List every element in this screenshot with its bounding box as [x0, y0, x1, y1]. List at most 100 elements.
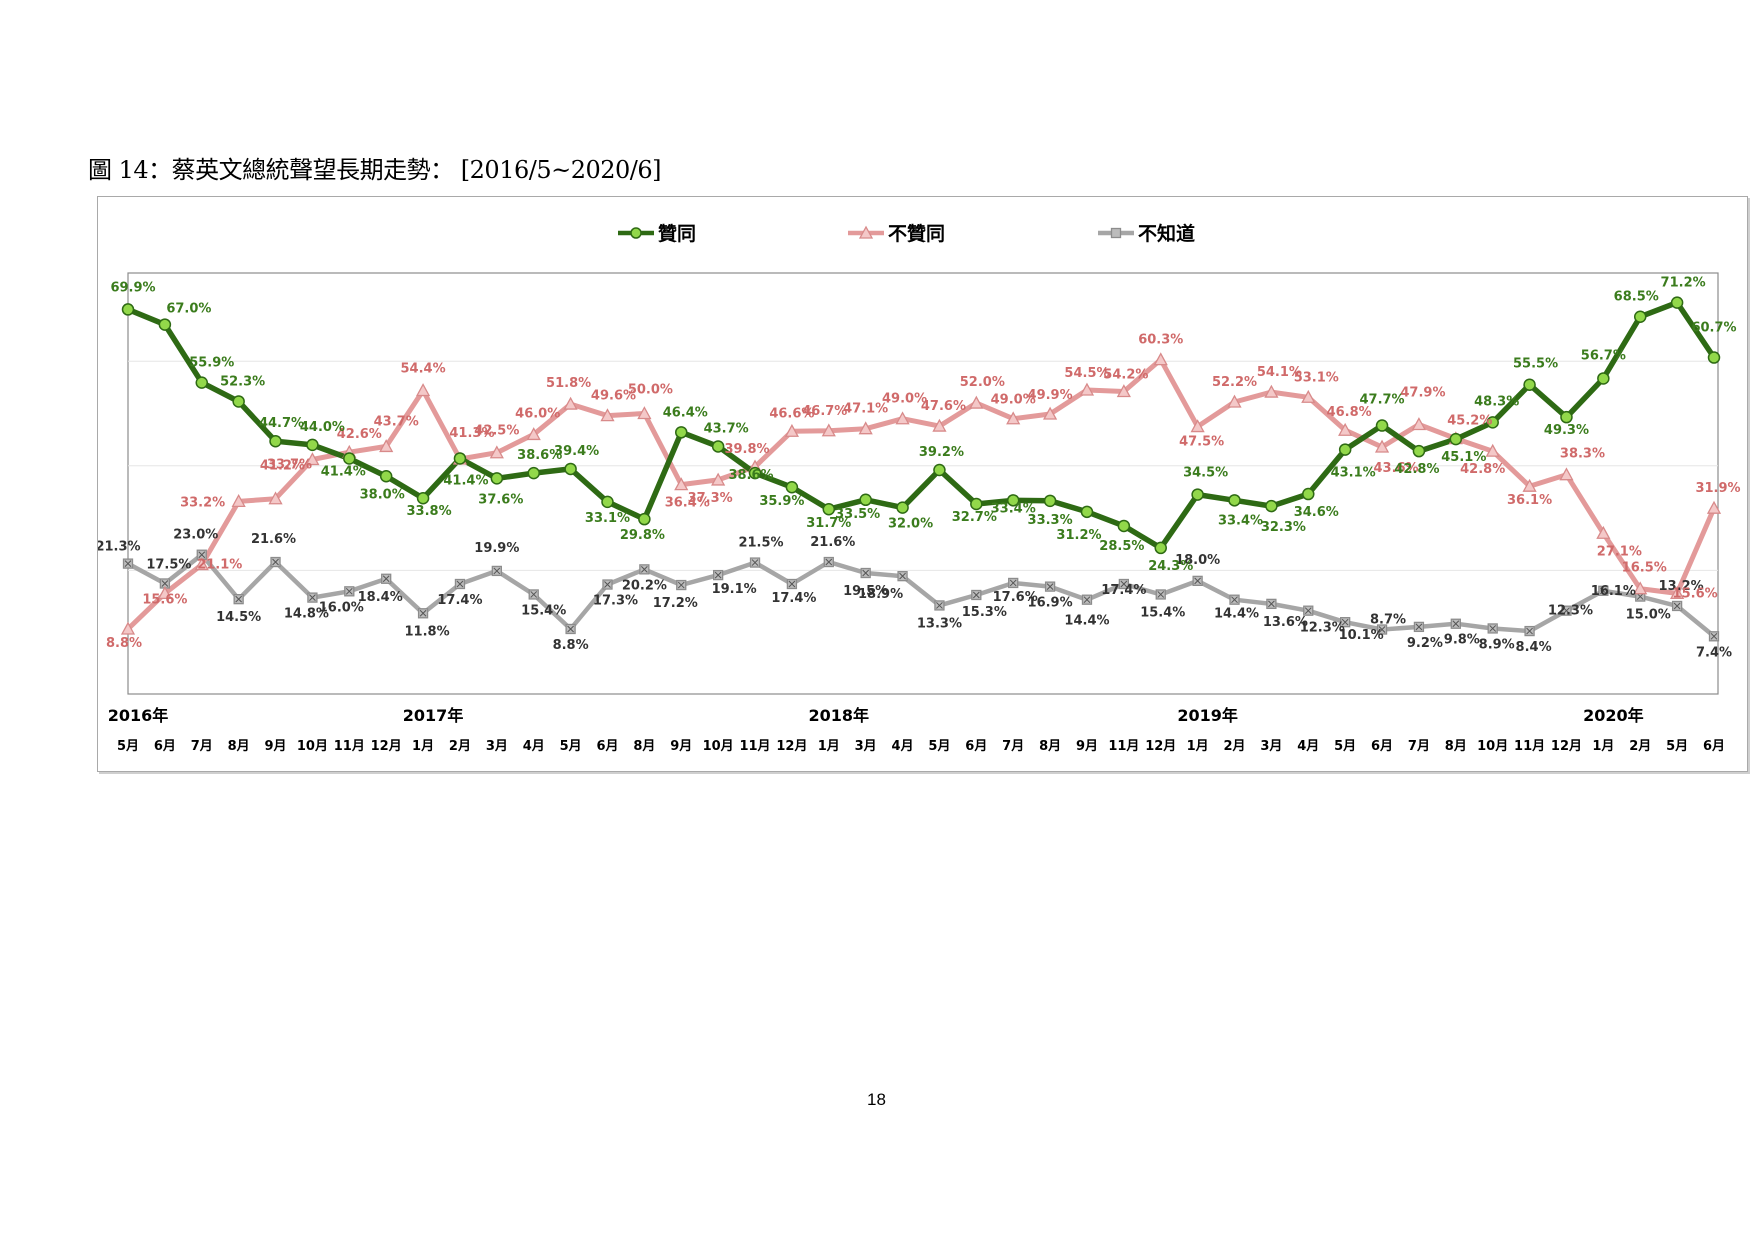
- marker-unknown: [749, 557, 761, 568]
- data-label-disapprove: 33.2%: [180, 495, 225, 510]
- x-tick-label: 4月: [892, 739, 914, 754]
- marker-cross: [1083, 596, 1091, 604]
- legend-swatch-marker: [858, 225, 874, 239]
- marker-disapprove: [1264, 384, 1279, 398]
- data-label-approve: 43.1%: [1331, 466, 1376, 481]
- data-label-approve: 29.8%: [620, 528, 665, 543]
- legend-swatch-marker: [630, 227, 642, 239]
- marker-disapprove: [231, 494, 246, 508]
- year-label: 2018年: [809, 706, 870, 725]
- line-chart: 21.3% 17.5% 23.0% 14.5% 21.6% 14.8%16.0%18.4%…: [98, 222, 1741, 754]
- marker-disapprove: [821, 423, 836, 437]
- x-tick-label: 10月: [297, 739, 328, 754]
- marker-unknown: [823, 556, 834, 568]
- x-tick-label: 5月: [560, 739, 582, 754]
- legend-item-disapprove: 不贊同: [848, 223, 945, 245]
- marker-unknown: [676, 579, 687, 591]
- legend-swatch-marker: [1110, 227, 1122, 239]
- legend-item-unknown: 不知道: [1098, 222, 1195, 245]
- marker-unknown: [1303, 605, 1314, 616]
- marker-approve: [1265, 499, 1278, 513]
- marker-unknown: [786, 578, 798, 590]
- data-label-disapprove: 49.9%: [1028, 388, 1073, 403]
- marker-unknown: [1044, 581, 1056, 592]
- marker-cross: [198, 551, 206, 559]
- gridlines: [127, 272, 1719, 695]
- marker-cross: [1194, 577, 1201, 585]
- data-label-disapprove: 47.1%: [843, 402, 888, 417]
- marker-unknown: [1192, 575, 1203, 587]
- data-label-approve: 46.4%: [663, 405, 708, 420]
- marker-unknown: [1155, 589, 1166, 600]
- x-tick-label: 2月: [1629, 739, 1651, 754]
- data-label-unknown: 19.5%: [843, 584, 888, 599]
- data-label-unknown: 12.3%: [1300, 621, 1345, 636]
- marker-approve: [933, 463, 946, 477]
- marker-disapprove: [1670, 586, 1685, 600]
- marker-approve: [675, 426, 688, 439]
- marker-unknown: [639, 564, 650, 575]
- marker-cross: [1563, 607, 1570, 615]
- marker-cross: [1452, 620, 1460, 628]
- data-label-unknown: 14.8%: [284, 607, 329, 622]
- legend-item-approve: 贊同: [618, 223, 696, 245]
- marker-unknown: [712, 569, 724, 581]
- marker-disapprove: [895, 411, 910, 425]
- marker-approve: [1043, 494, 1057, 508]
- data-label-unknown: 17.5%: [146, 557, 191, 572]
- legend-label: 贊同: [658, 223, 696, 245]
- marker-cross: [1231, 596, 1238, 604]
- marker-cross: [1304, 607, 1312, 615]
- marker-unknown: [1671, 600, 1683, 612]
- x-tick-label: 5月: [1334, 739, 1356, 754]
- marker-cross: [567, 625, 574, 633]
- x-tick-label: 2月: [1223, 739, 1245, 754]
- data-label-unknown: 16.9%: [1028, 596, 1073, 611]
- series-line-disapprove: [125, 357, 1717, 632]
- marker-disapprove: [563, 396, 578, 410]
- data-label-unknown: 15.4%: [521, 603, 566, 618]
- data-label-disapprove: 42.8%: [1460, 462, 1505, 477]
- marker-disapprove: [637, 406, 652, 420]
- x-tick-label: 5月: [117, 739, 139, 754]
- data-label-disapprove: 41.2%: [260, 459, 305, 474]
- marker-cross: [493, 567, 501, 575]
- data-label-approve: 41.4%: [321, 464, 366, 479]
- series-lines: [125, 299, 1717, 639]
- marker-disapprove: [1153, 352, 1168, 366]
- data-label-disapprove: 15.6%: [1673, 586, 1718, 601]
- marker-disapprove: [157, 586, 172, 600]
- data-label-unknown: 15.0%: [1626, 608, 1671, 623]
- data-label-approve: 71.2%: [1661, 276, 1706, 291]
- marker-cross: [788, 580, 796, 588]
- x-tick-label: 9月: [670, 739, 692, 754]
- data-label-approve: 68.5%: [1614, 290, 1659, 305]
- marker-cross: [1599, 587, 1607, 595]
- data-label-disapprove: 46.0%: [515, 406, 560, 421]
- data-label-unknown: 21.5%: [738, 536, 783, 551]
- marker-cross: [1415, 623, 1423, 631]
- marker-unknown: [1081, 594, 1093, 605]
- series-line-approve: [125, 299, 1717, 551]
- data-label-disapprove: 21.1%: [197, 558, 242, 573]
- marker-disapprove: [305, 452, 320, 466]
- data-label-disapprove: 49.0%: [882, 392, 927, 407]
- marker-disapprove: [1411, 417, 1427, 431]
- data-label-unknown: 18.0%: [1175, 553, 1220, 568]
- x-tick-label: 10月: [703, 739, 734, 754]
- marker-approve: [564, 462, 577, 476]
- chart-legend: 贊同 不贊同 不知道: [618, 222, 1195, 245]
- data-label-unknown: 9.2%: [1407, 636, 1443, 651]
- data-label-approve: 43.7%: [704, 421, 749, 436]
- marker-approve: [896, 501, 909, 514]
- x-tick-label: 8月: [633, 739, 655, 754]
- marker-cross: [1673, 602, 1681, 610]
- marker-disapprove: [1301, 389, 1316, 403]
- marker-unknown: [1524, 625, 1535, 637]
- marker-approve: [1449, 432, 1463, 446]
- data-label-disapprove: 52.0%: [960, 375, 1005, 390]
- data-label-unknown: 17.4%: [1101, 583, 1146, 598]
- marker-unknown: [1008, 577, 1019, 589]
- data-label-unknown: 15.3%: [962, 605, 1007, 620]
- marker-cross: [1636, 593, 1644, 600]
